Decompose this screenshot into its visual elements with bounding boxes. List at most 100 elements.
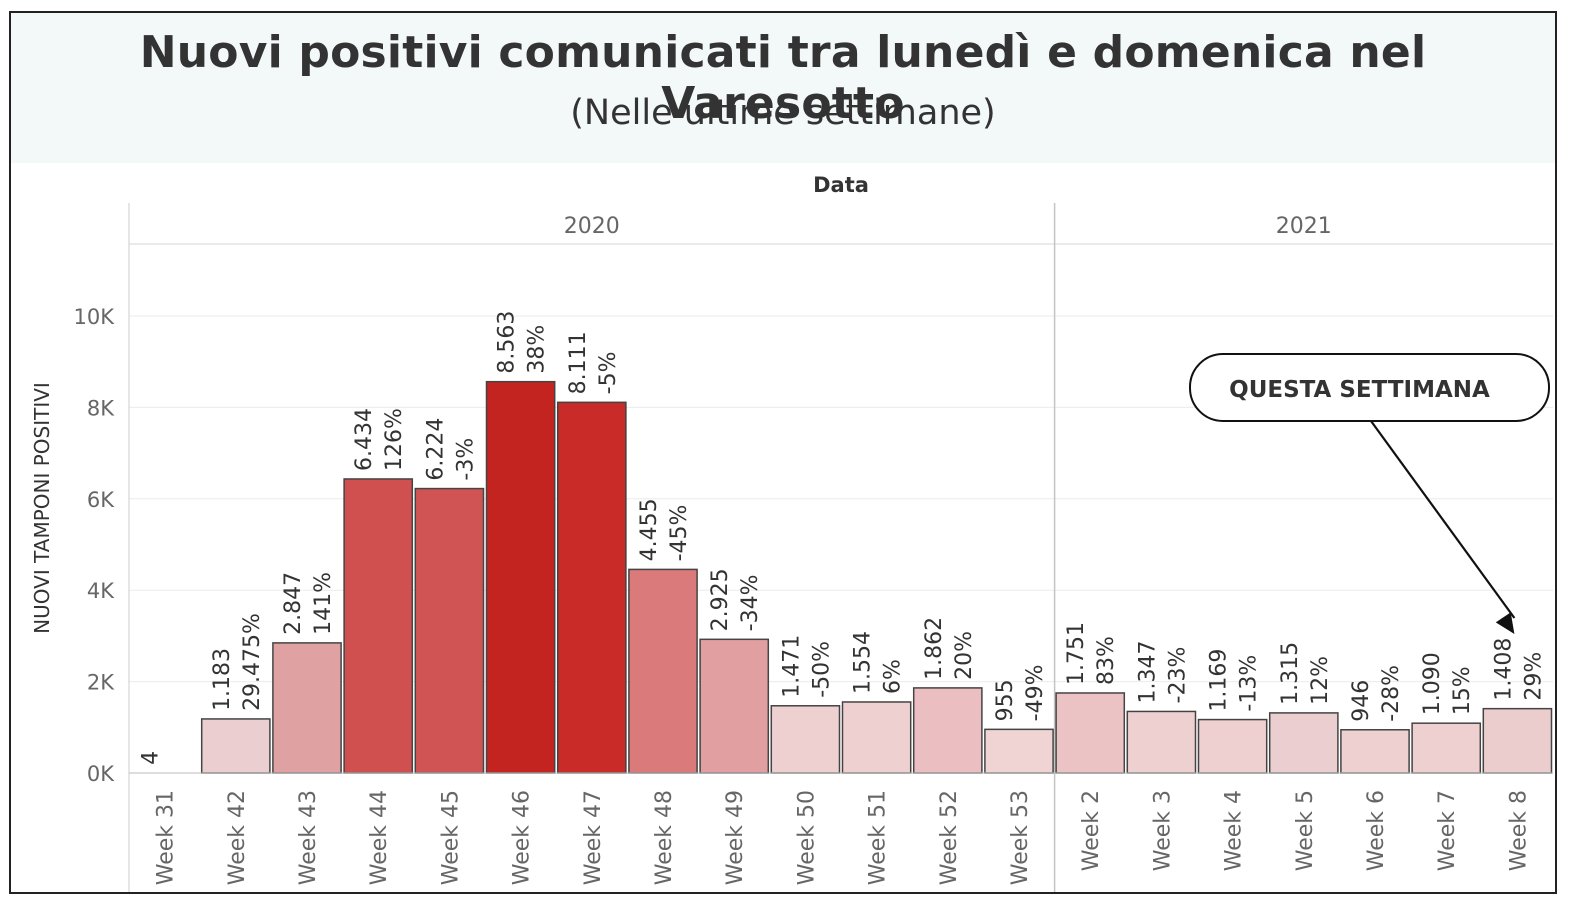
value-label: 8.563 <box>495 311 520 374</box>
percent-label: 12% <box>1308 656 1333 705</box>
chart-header: Nuovi positivi comunicati tra lunedì e d… <box>11 13 1555 163</box>
value-label: 1.408 <box>1491 638 1516 701</box>
callout-arrow-line <box>1370 420 1516 619</box>
callout-text: QUESTA SETTIMANA <box>1229 377 1490 403</box>
y-tick-label: 6K <box>87 488 115 512</box>
bar <box>628 568 698 774</box>
panel-dividers <box>128 203 1553 892</box>
x-tick-label: Week 2 <box>1079 790 1104 871</box>
percent-label: -45% <box>667 505 692 562</box>
x-tick-label: Week 4 <box>1222 790 1247 871</box>
x-tick-label: Week 6 <box>1364 790 1389 871</box>
value-label: 946 <box>1349 680 1374 722</box>
value-label: 1.751 <box>1064 622 1089 685</box>
percent-label: -5% <box>596 351 621 394</box>
bar <box>1340 729 1410 774</box>
value-label: 1.471 <box>779 635 804 698</box>
x-tick-label: Week 53 <box>1008 790 1033 885</box>
x-tick-label: Week 31 <box>154 790 179 885</box>
x-tick-label: Week 8 <box>1506 790 1531 871</box>
year-label: 2021 <box>1276 214 1332 239</box>
value-label: 8.111 <box>566 331 591 394</box>
column-header: Data <box>813 173 869 197</box>
x-tick-label: Week 43 <box>296 790 321 885</box>
x-tick-label: Week 46 <box>510 790 535 885</box>
percent-label: -23% <box>1165 647 1190 704</box>
year-label: 2020 <box>564 214 620 239</box>
percent-label: 141% <box>311 572 336 635</box>
y-tick-label: 4K <box>87 579 115 603</box>
value-label: 4 <box>139 751 164 765</box>
percent-label: -49% <box>1023 665 1048 722</box>
bars-group <box>200 380 1553 774</box>
x-tick-label: Week 7 <box>1435 790 1460 871</box>
x-tick-label: Week 48 <box>652 790 677 885</box>
percent-label: -34% <box>738 574 763 631</box>
y-tick-label: 0K <box>87 762 115 786</box>
bar <box>1055 692 1126 774</box>
percent-label: -50% <box>809 641 834 698</box>
value-label: 1.862 <box>922 617 947 680</box>
value-label: 1.347 <box>1135 640 1160 703</box>
bar <box>485 380 556 774</box>
x-tick-label: Week 5 <box>1293 790 1318 871</box>
percent-label: 126% <box>382 408 407 471</box>
y-axis-title: NUOVI TAMPONI POSITIVI <box>30 382 54 634</box>
bar <box>272 642 342 774</box>
bar <box>200 718 271 774</box>
callout-arrowhead <box>1495 612 1515 634</box>
percent-label: 83% <box>1094 636 1119 685</box>
x-tick-label: Week 44 <box>367 790 392 885</box>
x-tick-label: Week 50 <box>794 790 819 885</box>
value-label: 2.847 <box>281 572 306 635</box>
value-label: 6.224 <box>423 418 448 481</box>
percent-label: 29.475% <box>240 613 265 711</box>
value-label: 4.455 <box>637 498 662 561</box>
data-labels-group: 4 1.183 29.475% 2.847 141% 6.434 126% 6.224 -3% 8… <box>139 311 1547 765</box>
bar <box>1411 722 1482 774</box>
bar <box>841 701 912 774</box>
y-tick-label: 2K <box>87 671 115 695</box>
bar <box>556 401 627 774</box>
percent-label: -3% <box>453 438 478 481</box>
percent-label: 15% <box>1450 666 1475 715</box>
chart-subtitle: (Nelle ultime settimane) <box>570 93 996 133</box>
value-label: 1.315 <box>1278 642 1303 705</box>
y-tick-label: 8K <box>87 396 115 420</box>
bar <box>912 687 983 774</box>
bar <box>770 705 841 774</box>
callout-box <box>1189 353 1550 422</box>
bar <box>984 728 1054 774</box>
x-tick-label: Week 42 <box>225 790 250 885</box>
value-label: 6.434 <box>352 408 377 471</box>
bar <box>699 638 770 774</box>
percent-label: 20% <box>952 631 977 680</box>
value-label: 1.183 <box>210 648 235 711</box>
value-label: 955 <box>993 679 1018 721</box>
bar <box>1197 718 1268 774</box>
chart-title: Nuovi positivi comunicati tra lunedì e d… <box>139 27 1427 129</box>
percent-label: 38% <box>525 325 550 374</box>
x-tick-label: Week 49 <box>723 790 748 885</box>
bar <box>1268 712 1339 774</box>
x-tick-label: Week 3 <box>1150 790 1175 871</box>
percent-label: -28% <box>1379 665 1404 722</box>
value-label: 2.925 <box>708 568 733 631</box>
value-label: 1.090 <box>1420 652 1445 715</box>
x-tick-label: Week 52 <box>937 790 962 885</box>
bar <box>1126 710 1197 774</box>
bar <box>1482 707 1553 774</box>
percent-label: 6% <box>881 659 906 694</box>
value-label: 1.169 <box>1207 649 1232 712</box>
annotation-callout: QUESTA SETTIMANA <box>1189 353 1550 634</box>
bar <box>414 487 485 774</box>
percent-label: -13% <box>1237 655 1262 712</box>
x-tick-label: Week 47 <box>581 790 606 885</box>
x-tick-label: Week 45 <box>438 790 463 885</box>
value-label: 1.554 <box>851 631 876 694</box>
axes-group: 0K 2K 4K 6K 8K 10K 2020 Week 31 Week 42 Week 43 We… <box>74 214 1553 885</box>
percent-label: 29% <box>1521 652 1546 701</box>
x-tick-label: Week 51 <box>866 790 891 885</box>
bar <box>343 478 414 774</box>
